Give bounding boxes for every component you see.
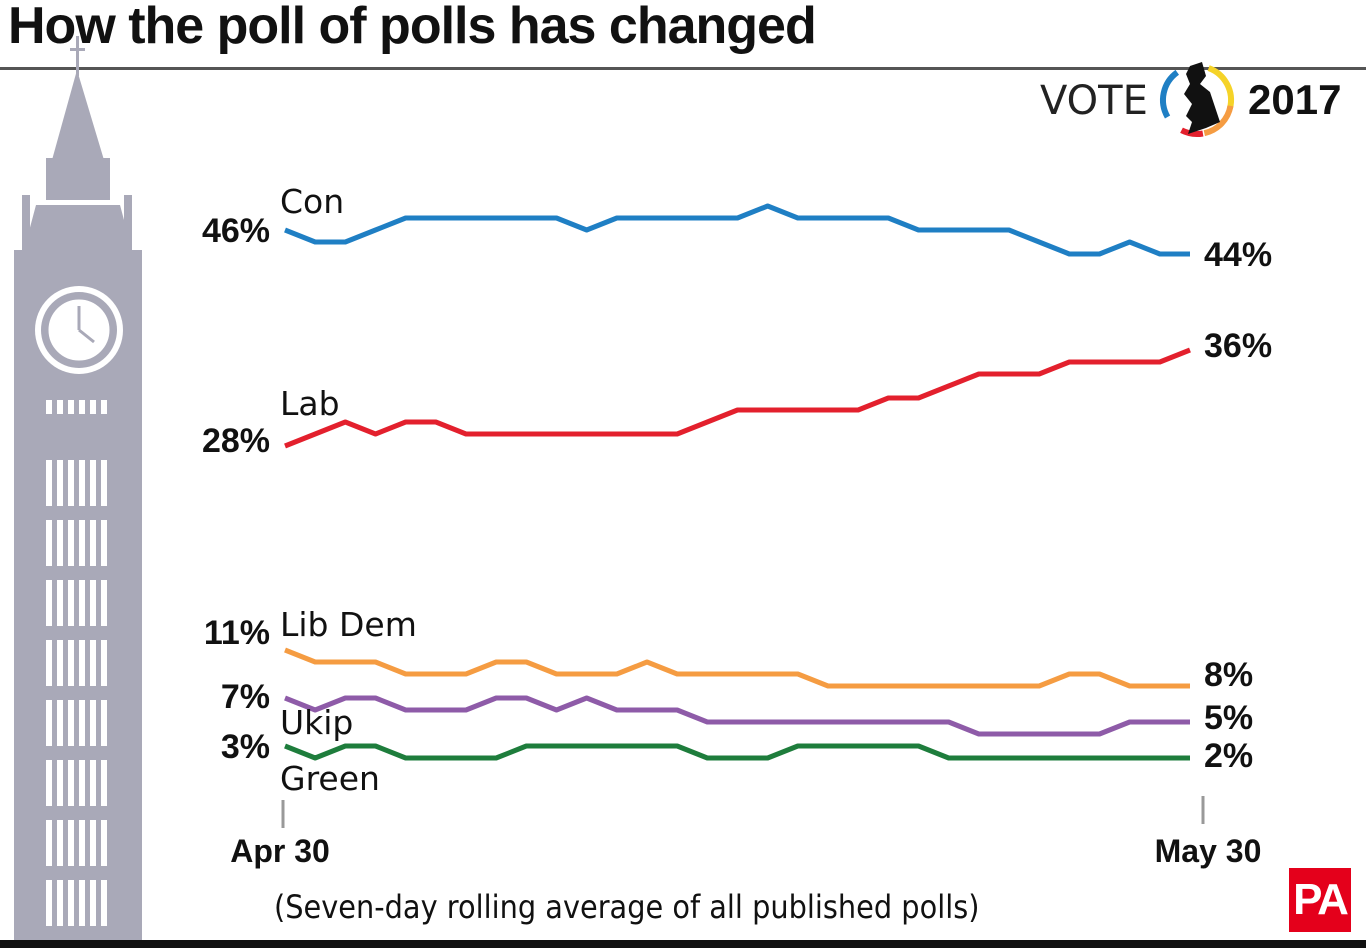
logo-vote-text: VOTE [1040,78,1148,124]
start-value-lib-dem: 11% [204,614,270,652]
series-name-green: Green [280,759,380,798]
start-value-green: 3% [221,728,270,766]
end-value-ukip: 5% [1204,699,1253,737]
series-name-lib-dem: Lib Dem [280,605,417,644]
end-value-lab: 36% [1204,327,1272,365]
start-value-ukip: 7% [221,678,270,716]
footnote: (Seven-day rolling average of all publis… [274,888,980,926]
series-line-lib-dem [284,647,1190,689]
end-value-green: 2% [1204,737,1253,775]
big-ben-clock [35,286,123,374]
x-tick-label-end: May 30 [1155,833,1262,869]
pa-logo: PA [1289,868,1351,932]
series-line-con [284,203,1190,257]
x-tick-label-start: Apr 30 [230,833,330,869]
vote-2017-logo: VOTE 2017 [1040,58,1350,152]
uk-map-icon [1184,62,1220,134]
chart-title: How the poll of polls has changed [8,0,817,55]
bottom-bar [0,940,1366,948]
series-name-con: Con [280,182,344,221]
series-line-lab [284,347,1191,449]
big-ben-windows [46,400,107,926]
series-line-green [284,743,1190,761]
big-ben-illustration [14,36,142,940]
start-value-lab: 28% [202,422,270,460]
series-name-ukip: Ukip [280,703,353,742]
series-line-ukip [284,695,1190,737]
title-rule [0,67,1366,70]
logo-year-text: 2017 [1248,76,1341,123]
series-name-lab: Lab [280,384,340,423]
end-value-con: 44% [1204,236,1272,274]
end-value-lib-dem: 8% [1204,656,1253,694]
start-value-con: 46% [202,212,270,250]
